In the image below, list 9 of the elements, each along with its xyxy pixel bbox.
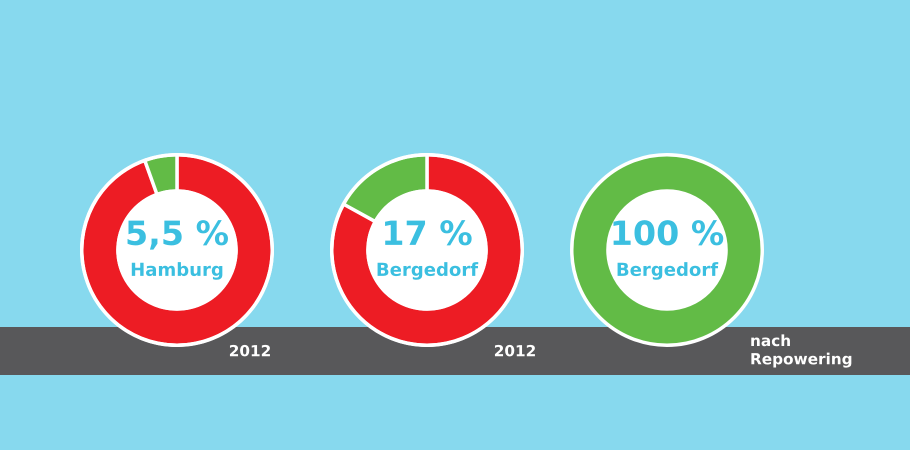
text: Bergedorf bbox=[378, 262, 478, 280]
text: Bergedorf bbox=[618, 262, 718, 280]
text: Hamburg bbox=[132, 262, 222, 280]
text: 17 % bbox=[385, 220, 472, 246]
text: 2012 bbox=[494, 344, 535, 356]
text: nach Repowering bbox=[751, 334, 852, 368]
text: 2012 bbox=[230, 344, 270, 356]
text: 5,5 % bbox=[128, 220, 228, 250]
text: 100 % bbox=[613, 220, 724, 246]
